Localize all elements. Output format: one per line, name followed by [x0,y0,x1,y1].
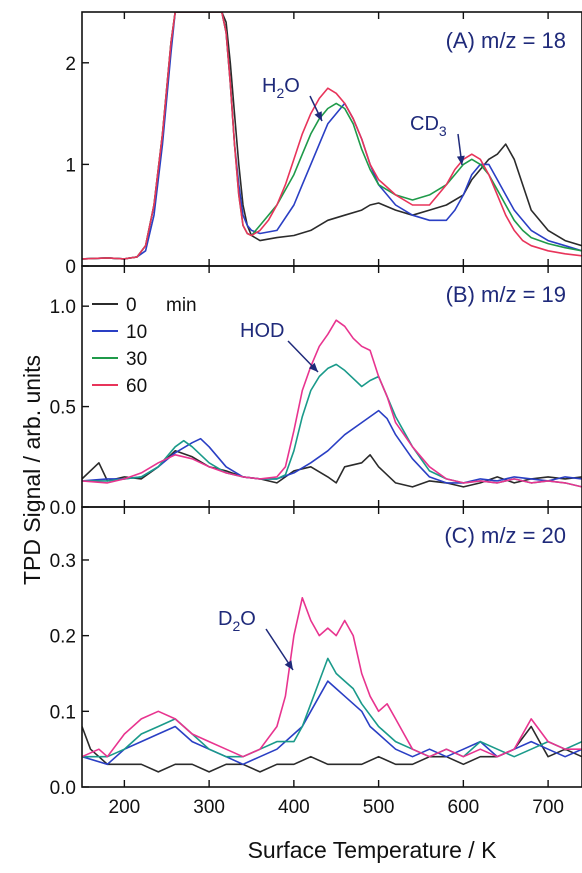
panel-label: (B) m/z = 19 [446,282,566,307]
annotation-arrowhead [308,362,318,372]
annotation-1: D2O [218,608,294,671]
annotation-label: H2O [262,75,300,101]
panel-b: 0.0 0.5 1.0 (B) m/z = 19 HOD [50,265,582,519]
y-axis-label: TPD Signal / arb. units [19,355,45,585]
annotation-2: CD3 [410,113,465,166]
annotation-arrowhead [284,660,293,670]
legend-label-30: 30 [126,349,147,370]
annotation-arrowhead [456,155,465,165]
y-tick-label: 1.0 [50,297,76,318]
series-line-0 [82,450,582,488]
annotation-1: HOD [240,320,319,373]
panel-label: (A) m/z = 18 [446,28,566,53]
annotation-label: D2O [218,608,256,634]
panel-a: 0 1 2 (A) m/z = 18 H2O CD3 [65,11,582,278]
x-tick-label: 400 [278,797,310,818]
panel-c: 200 300 400 500 600 700 0.0 0.1 0.2 0.3 (C) m/z = … [50,506,582,818]
legend-label-10: 10 [126,322,147,343]
legend-unit: min [166,295,197,316]
x-tick-label: 700 [532,797,564,818]
y-tick-label: 0.5 [50,398,76,419]
legend-label-0: 0 [126,295,137,316]
series-group [82,597,582,773]
series-line-10 [82,12,582,260]
panels-group: 0 1 2 (A) m/z = 18 H2O CD3 0.0 0.5 1.0 (B) m/z = … [50,11,582,818]
panel-label: (C) m/z = 20 [444,523,566,548]
y-tick-label: 0.3 [50,551,76,572]
x-tick-label: 600 [448,797,480,818]
series-line-30 [82,12,582,260]
y-tick-label: 0.0 [50,778,76,799]
annotation-label: CD3 [410,113,447,139]
y-tick-label: 0.1 [50,702,76,723]
x-tick-label: 200 [109,797,141,818]
x-tick-label: 300 [193,797,225,818]
series-line-60 [82,12,582,260]
y-tick-label: 0.2 [50,627,76,648]
series-group [82,319,582,488]
y-tick-label: 1 [65,155,76,176]
series-line-60 [82,319,582,488]
y-tick-label: 0.0 [50,498,76,519]
annotation-label: HOD [240,320,284,342]
x-axis-label: Surface Temperature / K [248,837,498,863]
series-line-10 [82,680,582,766]
x-tick-label: 500 [363,797,395,818]
y-tick-label: 2 [65,54,76,75]
legend: 0 10 30 60 min [92,295,197,397]
annotation-1: H2O [262,75,323,122]
series-line-10 [82,409,582,484]
series-group [82,12,582,260]
plot-frame [81,506,582,788]
legend-label-60: 60 [126,376,147,397]
series-line-60 [82,597,582,758]
y-tick-label: 0 [65,257,76,278]
annotation-arrowhead [314,111,322,121]
series-line-30 [82,657,582,758]
series-line-0 [82,725,582,773]
